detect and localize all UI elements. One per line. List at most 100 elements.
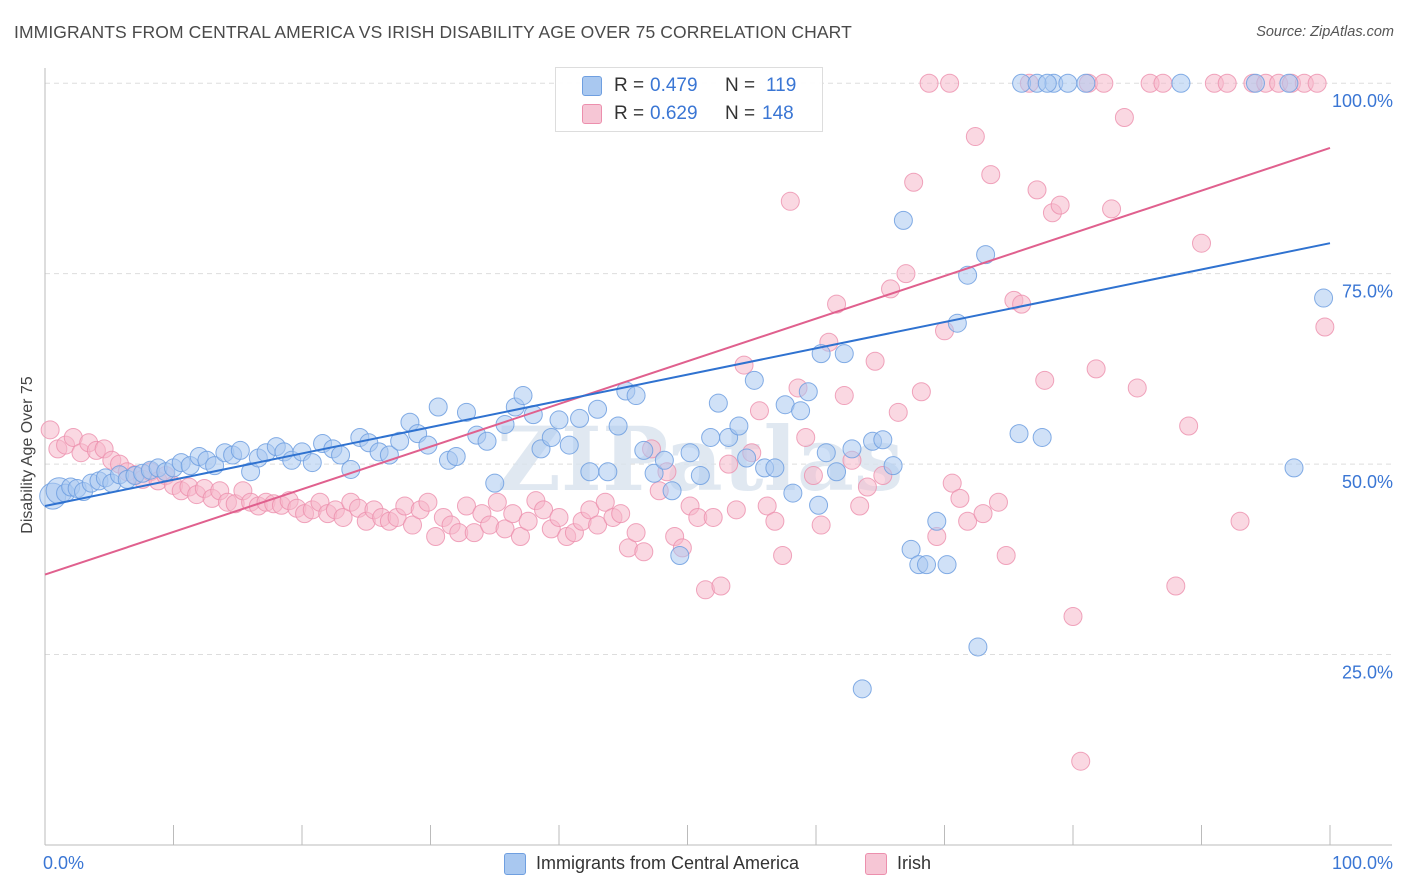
central-america-point <box>737 448 757 468</box>
irish-point <box>503 504 523 524</box>
central-america-point <box>1009 424 1029 444</box>
irish-point <box>1114 108 1134 128</box>
central-america-point <box>549 410 569 430</box>
irish-point <box>780 191 800 211</box>
central-america-point <box>1171 73 1191 93</box>
y-tick-label: 75.0% <box>1342 282 1393 302</box>
irish-point <box>1071 751 1091 771</box>
irish-point <box>1307 73 1327 93</box>
irish-point <box>834 386 854 406</box>
irish-point <box>765 511 785 531</box>
irish-point <box>487 492 507 512</box>
irish-point <box>711 576 731 596</box>
irish-point <box>942 473 962 493</box>
central-america-point <box>927 511 947 531</box>
irish-point <box>611 504 631 524</box>
central-america-point <box>1314 288 1334 308</box>
irish-point <box>896 264 916 284</box>
irish-point <box>534 500 554 520</box>
irish-point <box>940 73 960 93</box>
irish-point <box>40 420 60 440</box>
central-america-point <box>834 344 854 364</box>
irish-trend-line <box>44 147 1331 576</box>
central-america-point <box>608 416 628 436</box>
irish-point <box>1230 511 1250 531</box>
central-america-point <box>644 463 664 483</box>
central-america-point <box>917 555 937 575</box>
irish-point <box>588 515 608 535</box>
central-america-points <box>39 73 1334 699</box>
irish-point <box>850 496 870 516</box>
irish-point <box>1127 378 1147 398</box>
irish-point <box>911 382 931 402</box>
irish-point <box>803 466 823 486</box>
irish-point <box>919 73 939 93</box>
central-america-point <box>230 440 250 460</box>
central-america-point <box>947 313 967 333</box>
central-america-point <box>662 481 682 501</box>
irish-point <box>456 496 476 516</box>
central-america-point <box>626 386 646 406</box>
irish-point <box>904 172 924 192</box>
central-america-point <box>1058 73 1078 93</box>
central-america-point <box>598 462 618 482</box>
central-america-point <box>852 679 872 699</box>
central-america-point <box>1245 73 1265 93</box>
central-america-point <box>456 402 476 422</box>
irish-point <box>865 351 885 371</box>
central-america-point <box>302 453 322 473</box>
central-america-point <box>893 210 913 230</box>
legend-n-value: 148 <box>762 103 794 124</box>
legend-r-label: R = <box>614 103 645 124</box>
central-america-point <box>1284 458 1304 478</box>
central-america-point <box>477 431 497 451</box>
y-axis-label: Disability Age Over 75 <box>19 376 36 534</box>
central-america-point <box>873 430 893 450</box>
irish-point <box>626 523 646 543</box>
irish-point <box>757 496 777 516</box>
central-america-point <box>541 427 561 447</box>
irish-points <box>40 73 1335 771</box>
irish-point <box>973 504 993 524</box>
central-america-point <box>842 439 862 459</box>
irish-point <box>518 511 538 531</box>
central-america-point <box>1076 73 1096 93</box>
central-america-point <box>1032 427 1052 447</box>
legend-swatch-blue <box>582 76 602 96</box>
irish-point <box>958 511 978 531</box>
central-america-point <box>816 443 836 463</box>
legend-n-label: N = <box>725 103 756 124</box>
central-america-point <box>690 466 710 486</box>
irish-point <box>418 492 438 512</box>
central-america-point <box>901 539 921 559</box>
irish-point <box>773 546 793 566</box>
irish-point <box>510 526 530 546</box>
y-tick-label: 25.0% <box>1342 663 1393 683</box>
central-america-point <box>1037 73 1057 93</box>
legend-row-pink: R = 0.629 N = 148 <box>556 100 822 128</box>
chart-title: IMMIGRANTS FROM CENTRAL AMERICA VS IRISH… <box>14 22 852 42</box>
irish-point <box>749 401 769 421</box>
irish-point <box>1063 606 1083 626</box>
legend-swatch-pink <box>582 104 602 124</box>
irish-point <box>495 519 515 539</box>
central-america-point <box>791 401 811 421</box>
irish-point <box>1102 199 1122 219</box>
irish-point <box>1035 370 1055 390</box>
irish-point <box>634 542 654 562</box>
irish-point <box>827 294 847 314</box>
stats-legend: R = 0.479 N = 119 R = 0.629 N = 148 <box>555 67 823 132</box>
legend-n-label: N = <box>725 75 756 96</box>
central-america-trend-line <box>44 242 1331 507</box>
irish-point <box>1153 73 1173 93</box>
central-america-point <box>559 435 579 455</box>
central-america-point <box>783 483 803 503</box>
central-america-point <box>570 408 590 428</box>
central-america-point <box>937 555 957 575</box>
irish-point <box>719 454 739 474</box>
source-label: Source: ZipAtlas.com <box>1256 24 1394 40</box>
irish-point <box>1094 73 1114 93</box>
irish-point <box>333 507 353 527</box>
bottom-legend-swatch-pink <box>865 853 887 875</box>
